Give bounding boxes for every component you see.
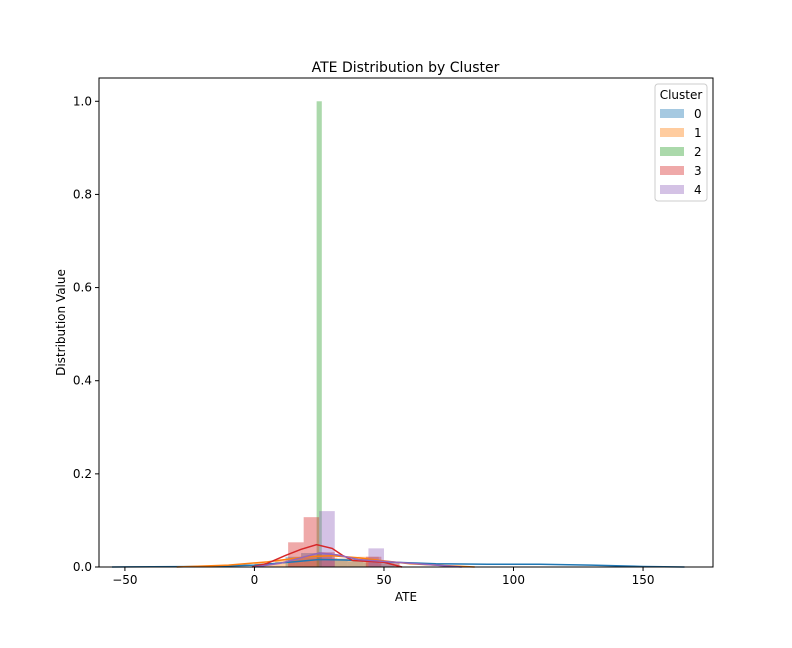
legend-title: Cluster: [660, 88, 703, 102]
y-tick-label: 0.0: [73, 560, 92, 574]
legend-swatch-1: [660, 128, 684, 137]
legend-label-0: 0: [694, 107, 702, 121]
y-tick-label: 1.0: [73, 94, 92, 108]
y-tick-label: 0.6: [73, 281, 92, 295]
legend-label-4: 4: [694, 183, 702, 197]
legend-swatch-0: [660, 109, 684, 118]
bar-cluster-4-1: [368, 548, 384, 567]
chart-title: ATE Distribution by Cluster: [312, 60, 500, 76]
legend-swatch-2: [660, 147, 684, 156]
bar-cluster-1-1: [275, 560, 296, 567]
legend-label-2: 2: [694, 145, 702, 159]
legend: Cluster 0 1 2 3 4: [654, 83, 708, 202]
x-axis-ticks: −50 0 50 100 150: [112, 567, 655, 587]
bar-cluster-3-0: [288, 542, 304, 567]
plot-frame: [98, 77, 714, 568]
histogram-bars: [254, 101, 400, 568]
bar-cluster-2-0: [316, 101, 322, 568]
y-tick-label: 0.8: [73, 187, 92, 201]
bar-cluster-0-6: [378, 563, 395, 567]
legend-label-3: 3: [694, 164, 702, 178]
x-axis-label: ATE: [395, 590, 417, 604]
x-tick-label: 150: [632, 573, 655, 587]
x-tick-label: 50: [376, 573, 391, 587]
y-axis-ticks: 0.0 0.2 0.4 0.6 0.8 1.0: [73, 94, 99, 574]
bar-cluster-0-5: [363, 562, 379, 567]
bar-cluster-1-6: [378, 562, 400, 567]
bar-cluster-0-3: [332, 558, 348, 567]
y-tick-label: 0.4: [73, 374, 92, 388]
legend-swatch-3: [660, 166, 684, 175]
y-tick-label: 0.2: [73, 467, 92, 481]
y-axis-label: Distribution Value: [54, 269, 68, 376]
kde-line-cluster-3: [251, 543, 403, 568]
bar-cluster-4-0: [319, 511, 335, 567]
x-tick-label: 0: [251, 573, 259, 587]
kde-lines: [111, 543, 685, 568]
bar-cluster-1-4: [337, 558, 359, 567]
legend-label-1: 1: [694, 126, 702, 140]
x-tick-label: −50: [112, 573, 137, 587]
bar-cluster-1-3: [316, 557, 338, 567]
bar-cluster-1-2: [295, 557, 317, 567]
bar-cluster-0-4: [347, 561, 364, 567]
x-tick-label: 100: [502, 573, 525, 587]
legend-box: [654, 83, 708, 202]
legend-swatch-4: [660, 185, 684, 194]
kde-line-cluster-4: [254, 552, 462, 568]
